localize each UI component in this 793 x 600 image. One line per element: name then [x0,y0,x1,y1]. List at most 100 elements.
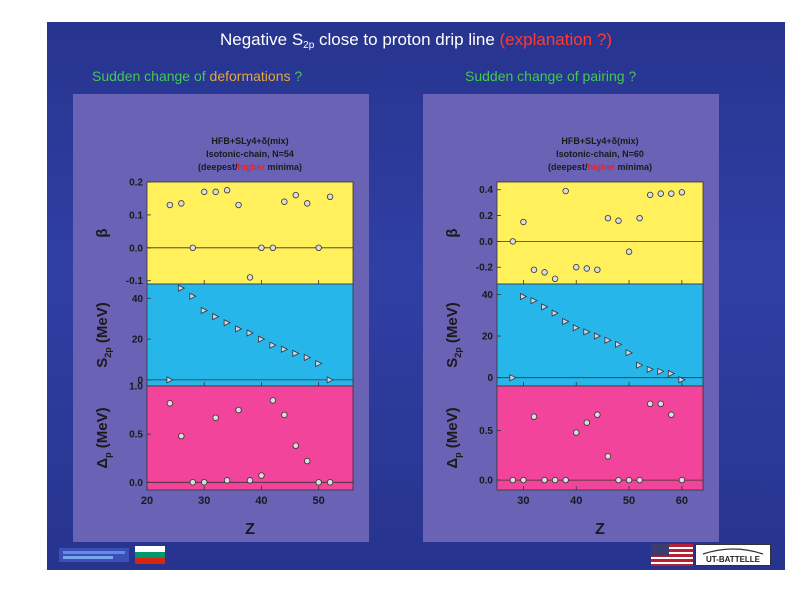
s2p-point [212,312,220,321]
beta-plot-area [496,181,704,285]
delta-point [594,411,601,418]
left-question: Sudden change of deformations ? [92,68,302,84]
beta-point [281,198,288,205]
beta-point [636,214,643,222]
delta-point [509,476,517,484]
s2p-ytick-label: 40 [482,290,494,301]
chart-header-higher: higher [237,162,265,172]
beta-point [668,190,675,197]
delta-point [281,411,288,419]
beta-ytick-label: 0.2 [129,178,143,189]
s2p-ytick-label: 0 [137,375,143,386]
chart-header-line3-post: minima) [615,162,652,172]
s2p-point [678,376,686,384]
delta-plot-area [496,385,704,491]
beta-point [520,218,527,226]
left-question-text: Sudden change of [92,68,210,84]
x-tick-label: 30 [198,495,210,507]
s2p-point [520,292,528,301]
chart-header-line3-pre: (deepest/ [548,162,588,172]
beta-point [315,244,322,252]
x-tick-label: 20 [141,495,153,507]
chart-header-higher: higher [587,162,615,172]
delta-point [636,476,643,484]
beta-ytick-label: -0.2 [476,263,494,274]
right-question-text: Sudden change of pairing ? [465,68,637,84]
delta-point [269,397,277,404]
delta-plot-area [146,385,354,491]
delta-point [678,476,686,484]
beta-point [246,274,254,281]
x-axis-label: Z [245,521,255,538]
delta-ylabel: Δp (MeV) [94,407,113,468]
s2p-point [667,369,676,378]
beta-point [292,191,299,199]
beta-point [625,248,633,255]
s2p-point [583,328,591,336]
s2p-point [235,325,243,333]
delta-point [541,476,548,484]
delta-point [235,406,242,414]
delta-point [166,400,174,407]
delta-point [530,413,538,420]
delta-point [562,476,569,484]
s2p-ytick-label: 20 [482,332,494,343]
beta-point [212,188,219,196]
chart-header-line1: HFB+SLy4+δ(mix) [211,136,288,146]
s2p-point [604,336,612,344]
left-chart-svg: HFB+SLy4+δ(mix) Isotonic-chain, N=54 (deep… [94,136,354,538]
institution-logo-icon [59,548,129,562]
beta-point [189,244,196,252]
beta-ytick-label: 0.0 [479,237,493,248]
beta-point [657,190,664,197]
delta-point [246,477,254,484]
s2p-point [326,376,335,384]
beta-plot-area [146,181,354,285]
s2p-ylabel: S2p (MeV) [94,302,113,368]
chart-header-line3: (deepest/higher minima) [198,162,302,172]
x-tick-label: 30 [517,495,529,507]
delta-point [223,477,231,484]
delta-point [646,400,654,408]
beta-point [178,200,185,207]
title-part2: close to proton drip line [314,30,500,49]
s2p-point [258,335,266,343]
beta-point [541,269,548,276]
delta-point [212,414,219,421]
beta-point [562,187,569,195]
delta-point [326,479,334,486]
beta-point [235,201,242,209]
s2p-point [541,303,549,311]
delta-ytick-label: 0.0 [479,476,493,487]
beta-point [594,266,601,273]
beta-ylabel: β [444,228,461,237]
chart-header-line2: Isotonic-chain, N=54 [206,149,294,159]
s2p-ylabel: S2p (MeV) [444,302,463,368]
left-question-highlight: deformations [209,68,291,84]
chart-header-line3-post: minima) [265,162,302,172]
beta-point [583,265,590,272]
delta-point [520,476,527,484]
x-tick-label: 40 [255,495,267,507]
delta-point [573,429,580,436]
s2p-point [551,309,559,317]
beta-point [166,201,174,209]
right-question: Sudden change of pairing ? [465,68,636,84]
x-axis-label: Z [595,521,605,538]
s2p-point [593,332,602,340]
delta-point [604,453,612,460]
left-chart-panel: HFB+SLy4+δ(mix) Isotonic-chain, N=54 (deep… [73,94,369,542]
delta-point [625,476,633,484]
beta-point [530,266,538,273]
delta-ylabel: Δp (MeV) [444,407,463,468]
s2p-point [315,359,323,368]
ut-battelle-text: UT-BATTELLE [706,555,761,564]
beta-point [678,189,686,196]
chart-header-line3-pre: (deepest/ [198,162,238,172]
s2p-ytick-label: 40 [132,294,144,305]
s2p-point [657,367,665,376]
s2p-ytick-label: 20 [132,335,144,346]
s2p-point [636,361,644,369]
s2p-point [530,297,538,305]
s2p-point [572,324,581,332]
